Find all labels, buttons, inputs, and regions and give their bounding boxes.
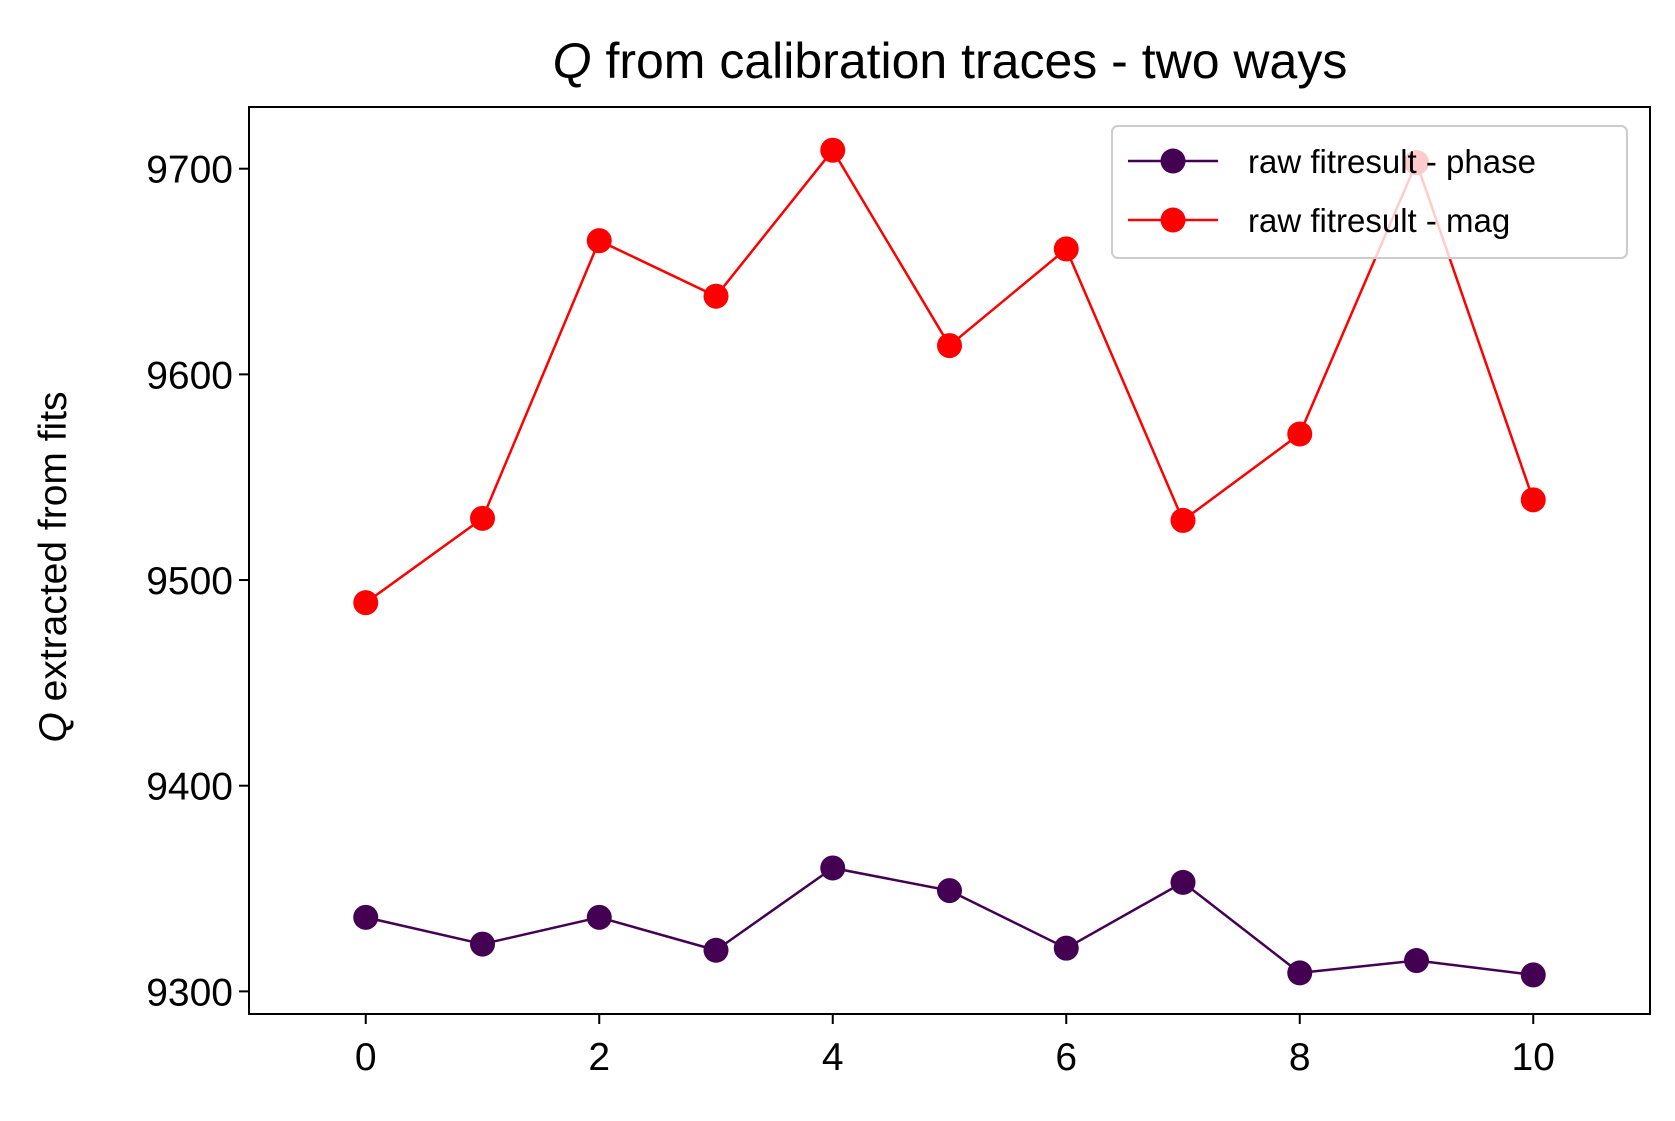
- series-layer: [353, 137, 1546, 988]
- data-point: [1170, 869, 1196, 895]
- data-point: [1053, 236, 1079, 262]
- y-axis-label-symbol: Q: [32, 712, 75, 742]
- data-point: [820, 855, 846, 881]
- x-tick-label: 6: [1055, 1036, 1077, 1079]
- y-tick-label: 9300: [146, 971, 233, 1014]
- y-axis-label-text: extracted from fits: [32, 391, 75, 712]
- data-point: [937, 878, 962, 904]
- y-axis-ticks: 9300 9400 9500 9600 9700: [146, 149, 249, 1014]
- x-tick-label: 2: [588, 1036, 610, 1079]
- y-tick-label: 9500: [146, 560, 233, 603]
- chart-title-symbol: Q: [553, 33, 592, 89]
- legend-box: [1111, 125, 1628, 259]
- legend-items: raw fitresult - phase raw fitresult - mag: [1128, 143, 1536, 239]
- y-tick-label: 9400: [146, 766, 233, 809]
- data-point: [820, 137, 846, 163]
- y-tick-label: 9600: [146, 354, 233, 397]
- legend: raw fitresult - phase raw fitresult - mag: [1111, 125, 1628, 259]
- data-point: [1170, 507, 1196, 533]
- legend-label: raw fitresult - phase: [1248, 143, 1536, 180]
- y-axis-label: Q extracted from fits: [32, 391, 75, 742]
- legend-swatch-marker: [1160, 148, 1186, 174]
- x-tick-label: 10: [1512, 1036, 1555, 1079]
- chart-title-text: from calibration traces - two ways: [592, 33, 1348, 89]
- data-point: [353, 904, 379, 930]
- legend-entry: raw fitresult - mag: [1128, 202, 1510, 239]
- data-point: [703, 937, 729, 963]
- data-point: [1404, 948, 1429, 974]
- series-0: [353, 855, 1546, 988]
- x-tick-label: 0: [355, 1036, 377, 1079]
- legend-label: raw fitresult - mag: [1248, 202, 1510, 239]
- data-point: [470, 505, 495, 531]
- x-tick-label: 4: [822, 1036, 844, 1079]
- data-point: [1520, 487, 1546, 513]
- data-point: [703, 283, 729, 309]
- data-point: [470, 931, 495, 957]
- plot-frame: [248, 106, 1651, 1015]
- data-point: [1287, 960, 1313, 986]
- chart-title: Q from calibration traces - two ways: [553, 33, 1348, 89]
- data-point: [937, 333, 962, 359]
- data-point: [586, 904, 612, 930]
- x-tick-label: 8: [1289, 1036, 1311, 1079]
- data-point: [1520, 962, 1546, 988]
- legend-entry: raw fitresult - phase: [1128, 143, 1536, 180]
- data-point: [586, 228, 612, 254]
- data-point: [1287, 421, 1313, 447]
- y-tick-label: 9700: [146, 149, 233, 192]
- legend-swatch-marker: [1160, 207, 1186, 233]
- data-point: [1053, 935, 1079, 961]
- data-point: [353, 590, 379, 616]
- x-axis-ticks: 0 2 4 6 8 10: [355, 1014, 1555, 1079]
